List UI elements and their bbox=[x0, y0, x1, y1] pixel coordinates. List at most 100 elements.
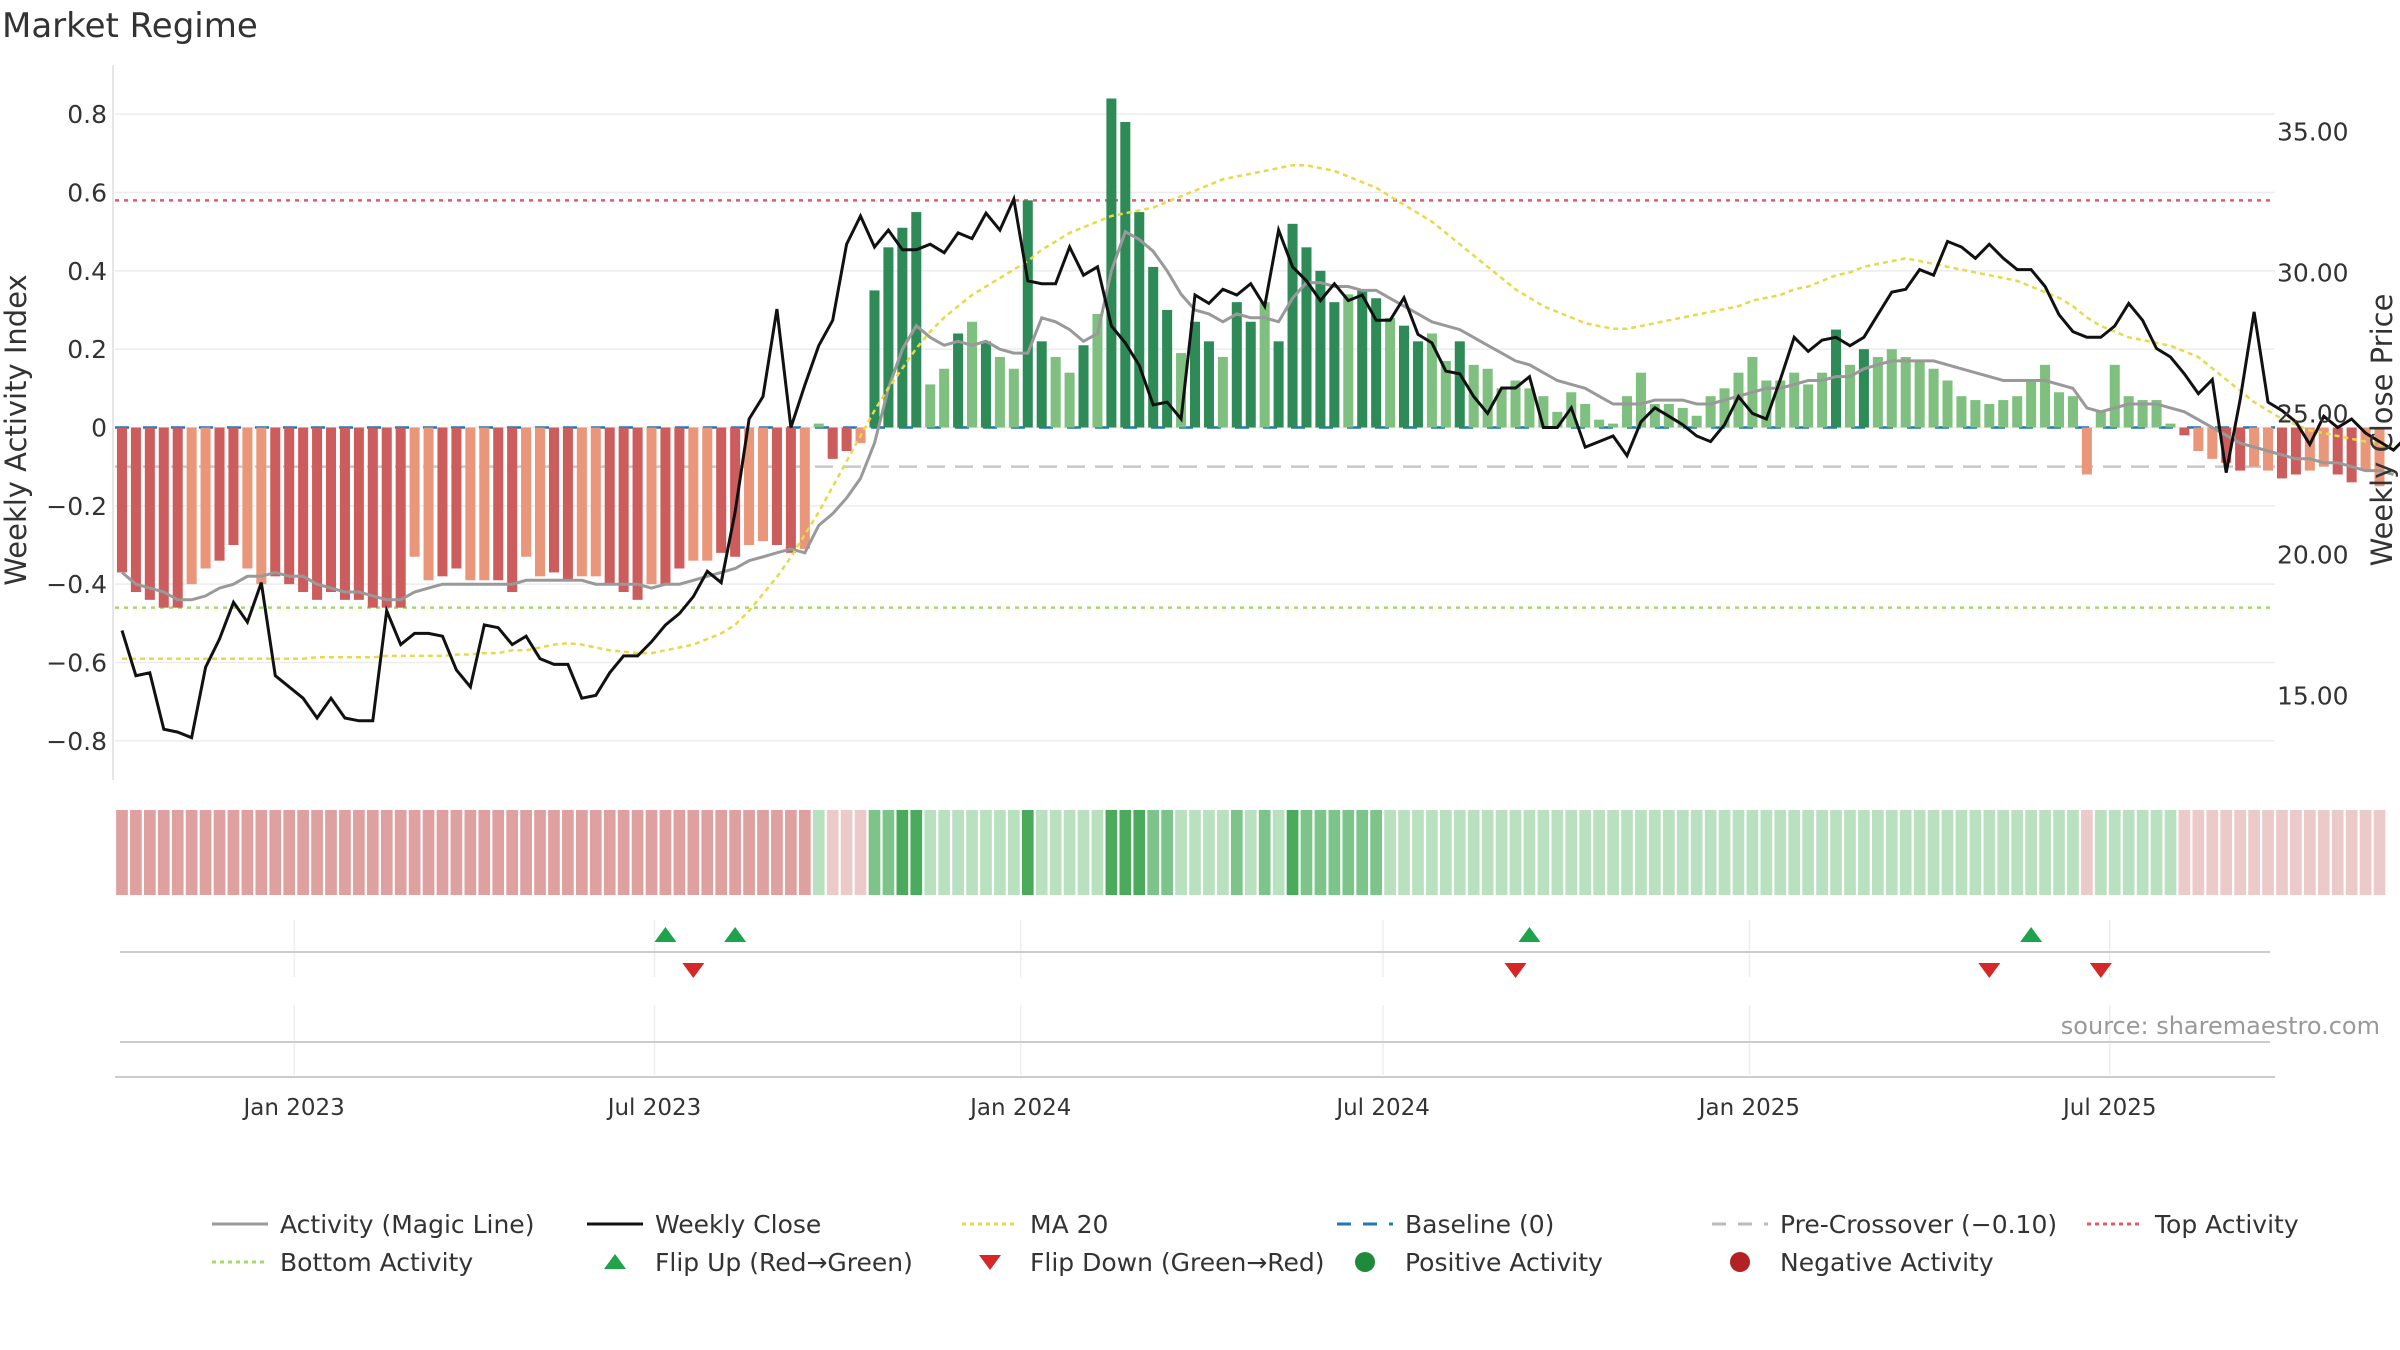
legend-row: Activity (Magic Line) Weekly Close MA 20 Ba… bbox=[210, 1205, 2310, 1243]
regime-cell bbox=[2094, 810, 2107, 895]
regime-cell bbox=[1021, 810, 1034, 895]
activity-bar bbox=[1803, 384, 1814, 428]
activity-bar bbox=[1886, 349, 1897, 428]
regime-cell bbox=[896, 810, 909, 895]
flip-down-marker bbox=[1504, 963, 1527, 978]
regime-cell bbox=[2178, 810, 2191, 895]
x-tick-label: Jan 2025 bbox=[1697, 1095, 1800, 1121]
regime-cell bbox=[116, 810, 128, 895]
activity-bar bbox=[1608, 423, 1619, 428]
regime-cell bbox=[631, 810, 644, 895]
activity-bar bbox=[1635, 372, 1646, 428]
regime-cell bbox=[1328, 810, 1341, 895]
regime-cell bbox=[1007, 810, 1020, 895]
activity-bar bbox=[1984, 404, 1995, 428]
activity-bar bbox=[1831, 329, 1842, 428]
regime-cell bbox=[1830, 810, 1842, 895]
regime-cell bbox=[673, 810, 686, 895]
activity-bar bbox=[897, 227, 908, 428]
activity-bar bbox=[1343, 294, 1354, 428]
regime-cell bbox=[297, 810, 309, 895]
regime-cell bbox=[2290, 810, 2302, 895]
activity-bar bbox=[158, 427, 169, 608]
regime-cell bbox=[269, 810, 282, 895]
activity-bar bbox=[994, 357, 1005, 428]
y2-tick-label: 30.00 bbox=[2277, 258, 2349, 287]
regime-cell bbox=[143, 810, 156, 895]
activity-bar bbox=[827, 427, 838, 459]
legend-symbol bbox=[1710, 1214, 1770, 1234]
regime-cell bbox=[2122, 810, 2135, 895]
activity-bar bbox=[1482, 368, 1493, 428]
y-axis-label: Weekly Activity Index bbox=[0, 274, 33, 585]
regime-cell bbox=[2220, 810, 2233, 895]
regime-cell bbox=[1662, 810, 1675, 895]
regime-cell bbox=[2206, 810, 2219, 895]
activity-bar bbox=[1970, 400, 1981, 428]
regime-cell bbox=[1342, 810, 1355, 895]
posdot-legend-symbol bbox=[1355, 1252, 1375, 1272]
regime-cell bbox=[952, 810, 964, 895]
regime-cell bbox=[2039, 810, 2051, 895]
regime-cell bbox=[589, 810, 602, 895]
activity-bar bbox=[1231, 302, 1242, 428]
legend-symbol bbox=[210, 1214, 270, 1234]
regime-cell bbox=[2317, 810, 2330, 895]
regime-cell bbox=[1746, 810, 1759, 895]
regime-cell bbox=[645, 810, 658, 895]
regime-cell bbox=[1272, 810, 1285, 895]
flip-up-marker bbox=[1518, 927, 1541, 942]
y2-tick-label: 25.00 bbox=[2277, 399, 2349, 428]
regime-cell bbox=[1217, 810, 1229, 895]
y-tick-label: 0.4 bbox=[67, 257, 107, 286]
x-tick-label: Jan 2024 bbox=[968, 1095, 1071, 1121]
regime-cell bbox=[2081, 810, 2093, 895]
regime-cell bbox=[1565, 810, 1578, 895]
regime-cell bbox=[1621, 810, 1633, 895]
y2-axis-label: Weekly Close Price bbox=[2365, 294, 2399, 567]
activity-bar bbox=[1552, 411, 1563, 428]
regime-cell bbox=[826, 810, 839, 895]
activity-bar bbox=[841, 427, 852, 451]
activity-bar bbox=[2263, 427, 2274, 471]
legend-symbol bbox=[1335, 1252, 1395, 1272]
regime-cell bbox=[2164, 810, 2177, 895]
activity-bar bbox=[1454, 341, 1465, 428]
activity-bar bbox=[2221, 427, 2232, 463]
legend-label: MA 20 bbox=[1030, 1209, 1109, 1239]
regime-cell bbox=[255, 810, 268, 895]
regime-cell bbox=[1314, 810, 1327, 895]
activity-bar bbox=[200, 427, 211, 569]
activity-bar bbox=[1775, 380, 1786, 428]
activity-bar bbox=[1120, 122, 1131, 428]
activity-bar bbox=[576, 427, 587, 577]
regime-cell bbox=[1091, 810, 1104, 895]
activity-bar bbox=[1496, 388, 1507, 428]
legend-item: Flip Up (Red→Green) bbox=[585, 1248, 960, 1277]
regime-cell bbox=[157, 810, 170, 895]
regime-cell bbox=[1412, 810, 1424, 895]
activity-bar bbox=[785, 427, 796, 553]
regime-cell bbox=[2345, 810, 2358, 895]
legend-label: Baseline (0) bbox=[1405, 1209, 1555, 1239]
regime-cell bbox=[2053, 810, 2065, 895]
activity-bar bbox=[730, 427, 741, 557]
activity-bar bbox=[1329, 302, 1340, 428]
baseline-legend-symbol bbox=[1337, 1222, 1393, 1226]
activity-bar bbox=[604, 427, 615, 585]
activity-bar bbox=[465, 427, 476, 581]
activity-bar bbox=[270, 427, 281, 577]
activity-bar bbox=[1050, 357, 1061, 428]
activity-bar bbox=[2207, 427, 2218, 459]
activity-bar bbox=[2095, 411, 2106, 428]
activity-bar bbox=[1008, 368, 1019, 428]
negdot-legend-symbol bbox=[1730, 1252, 1750, 1272]
regime-cell bbox=[436, 810, 449, 895]
activity-bar bbox=[925, 384, 936, 428]
regime-cell bbox=[2067, 810, 2079, 895]
activity-bar bbox=[660, 427, 671, 585]
activity-bar bbox=[1649, 404, 1660, 428]
regime-cell bbox=[562, 810, 574, 895]
legend-label: Flip Down (Green→Red) bbox=[1030, 1247, 1325, 1277]
